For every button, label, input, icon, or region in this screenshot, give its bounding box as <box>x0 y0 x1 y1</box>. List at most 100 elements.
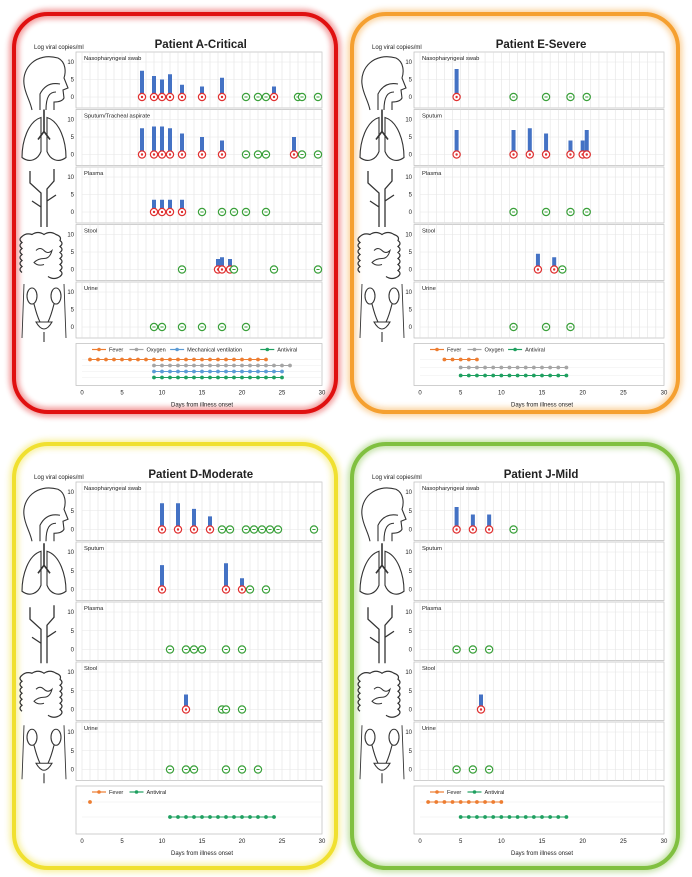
treatment-day-dot <box>200 369 204 374</box>
chart-title: Patient J-Mild <box>504 469 579 481</box>
treatment-day-dot <box>523 365 528 370</box>
treatment-day-dot <box>168 815 172 819</box>
viral-load-bar <box>160 565 164 590</box>
x-tick-label: 0 <box>418 391 422 397</box>
panel-frame <box>75 661 323 721</box>
y-tick-label: 5 <box>71 78 75 84</box>
treatment-day-dot <box>240 363 244 368</box>
legend-label: Fever <box>109 348 123 354</box>
panel-frame <box>413 661 665 721</box>
chart-title: Patient E-Severe <box>496 39 587 51</box>
body-outline-path <box>359 283 405 339</box>
specimen-panel: 0 5 10 Nasopharyngeal swab <box>23 481 323 542</box>
specimen-label: Urine <box>84 286 98 292</box>
y-tick-label: 10 <box>405 118 412 124</box>
treatment-day-dot <box>224 357 228 362</box>
legend-swatch-dot <box>435 347 439 352</box>
treatment-day-dot <box>240 357 244 362</box>
viral-load-bar <box>228 259 232 270</box>
y-tick-label: 5 <box>409 569 413 575</box>
treatment-day-dot <box>232 357 236 362</box>
treatment-day-dot <box>248 375 252 380</box>
specimen-label: Urine <box>422 286 436 292</box>
specimen-label: Sputum <box>422 114 442 120</box>
positive-sample-dot <box>292 153 296 156</box>
y-tick-label: 0 <box>409 528 413 534</box>
viral-load-bar <box>168 199 172 212</box>
positive-sample-dot <box>471 528 475 531</box>
viral-load-bar <box>220 140 224 155</box>
positive-sample-dot <box>200 95 204 99</box>
vessel-icon <box>29 169 57 227</box>
treatment-day-dot <box>531 365 536 370</box>
treatment-day-dot <box>491 800 496 804</box>
x-tick-label: 25 <box>279 839 286 845</box>
bladder-path <box>373 321 391 342</box>
treatment-day-dot <box>232 375 236 380</box>
y-tick-label: 0 <box>71 210 75 216</box>
intestine-icon <box>357 670 401 718</box>
x-tick-label: 20 <box>579 839 586 845</box>
viral-load-bar <box>272 86 276 97</box>
chart-title: Patient A-Critical <box>155 39 247 51</box>
specimen-panel: 0 5 10 Urine <box>359 721 665 784</box>
legend-label: Antiviral <box>525 348 545 354</box>
treatment-day-dot <box>499 800 504 804</box>
legend-label: Antiviral <box>277 348 297 354</box>
right-kidney-shape <box>388 728 400 746</box>
small-intestine-path <box>371 686 391 705</box>
head-profile-icon <box>23 56 69 111</box>
treatment-day-dot <box>288 363 292 368</box>
patient-quadrant: Patient E-Severe Log viral copies/ml 0 5 10 N… <box>347 9 683 417</box>
treatment-day-dot <box>152 357 156 362</box>
treatment-day-dot <box>556 373 561 378</box>
y-tick-label: 5 <box>71 629 75 635</box>
y-tick-label: 0 <box>71 648 75 654</box>
treatment-day-dot <box>144 357 148 362</box>
legend-swatch-dot <box>435 790 439 794</box>
viral-load-bar <box>180 199 184 212</box>
positive-sample-dot <box>140 153 144 156</box>
specimen-panel: 0 5 10 Sputum <box>359 541 665 601</box>
treatment-day-dot <box>499 373 504 378</box>
y-tick-label: 10 <box>67 175 74 181</box>
legend-label: Oxygen <box>485 348 504 354</box>
x-tick-label: 10 <box>498 839 505 845</box>
vessel-icon <box>367 605 395 664</box>
colon-path <box>19 670 63 718</box>
vessel-path <box>29 169 57 227</box>
panel-frame <box>413 721 665 781</box>
y-tick-label: 10 <box>405 290 412 296</box>
specimen-label: Urine <box>422 726 436 732</box>
specimen-label: Plasma <box>84 606 104 612</box>
y-tick-label: 0 <box>409 153 413 159</box>
viral-load-bar <box>140 128 144 155</box>
viral-load-bar <box>152 126 156 155</box>
treatment-day-dot <box>272 363 276 368</box>
viral-load-bar <box>160 199 164 212</box>
lungs-icon <box>21 109 67 161</box>
body-outline-path <box>21 725 67 780</box>
right-lung-path <box>384 550 405 595</box>
y-tick-label: 10 <box>67 730 74 736</box>
positive-sample-dot <box>220 153 224 156</box>
treatment-day-dot <box>564 373 569 378</box>
viral-load-bar <box>140 70 144 97</box>
treatment-day-dot <box>184 357 188 362</box>
treatment-day-dot <box>256 815 260 819</box>
viral-load-bar <box>552 257 557 270</box>
treatment-day-dot <box>556 815 561 819</box>
positive-sample-dot <box>487 528 491 531</box>
treatment-day-dot <box>280 369 284 374</box>
treatment-day-dot <box>256 363 260 368</box>
patient-quadrant: Patient D-Moderate Log viral copies/ml 0 5 1… <box>9 439 341 873</box>
y-tick-label: 0 <box>71 95 75 101</box>
positive-sample-dot <box>180 210 184 214</box>
y-tick-label: 5 <box>409 193 413 199</box>
severity-frame <box>12 12 338 414</box>
treatment-day-dot <box>192 815 196 819</box>
treatment-day-dot <box>168 357 172 362</box>
ureters-path <box>33 303 55 323</box>
x-tick-label: 20 <box>239 839 246 845</box>
treatment-day-dot <box>248 369 252 374</box>
